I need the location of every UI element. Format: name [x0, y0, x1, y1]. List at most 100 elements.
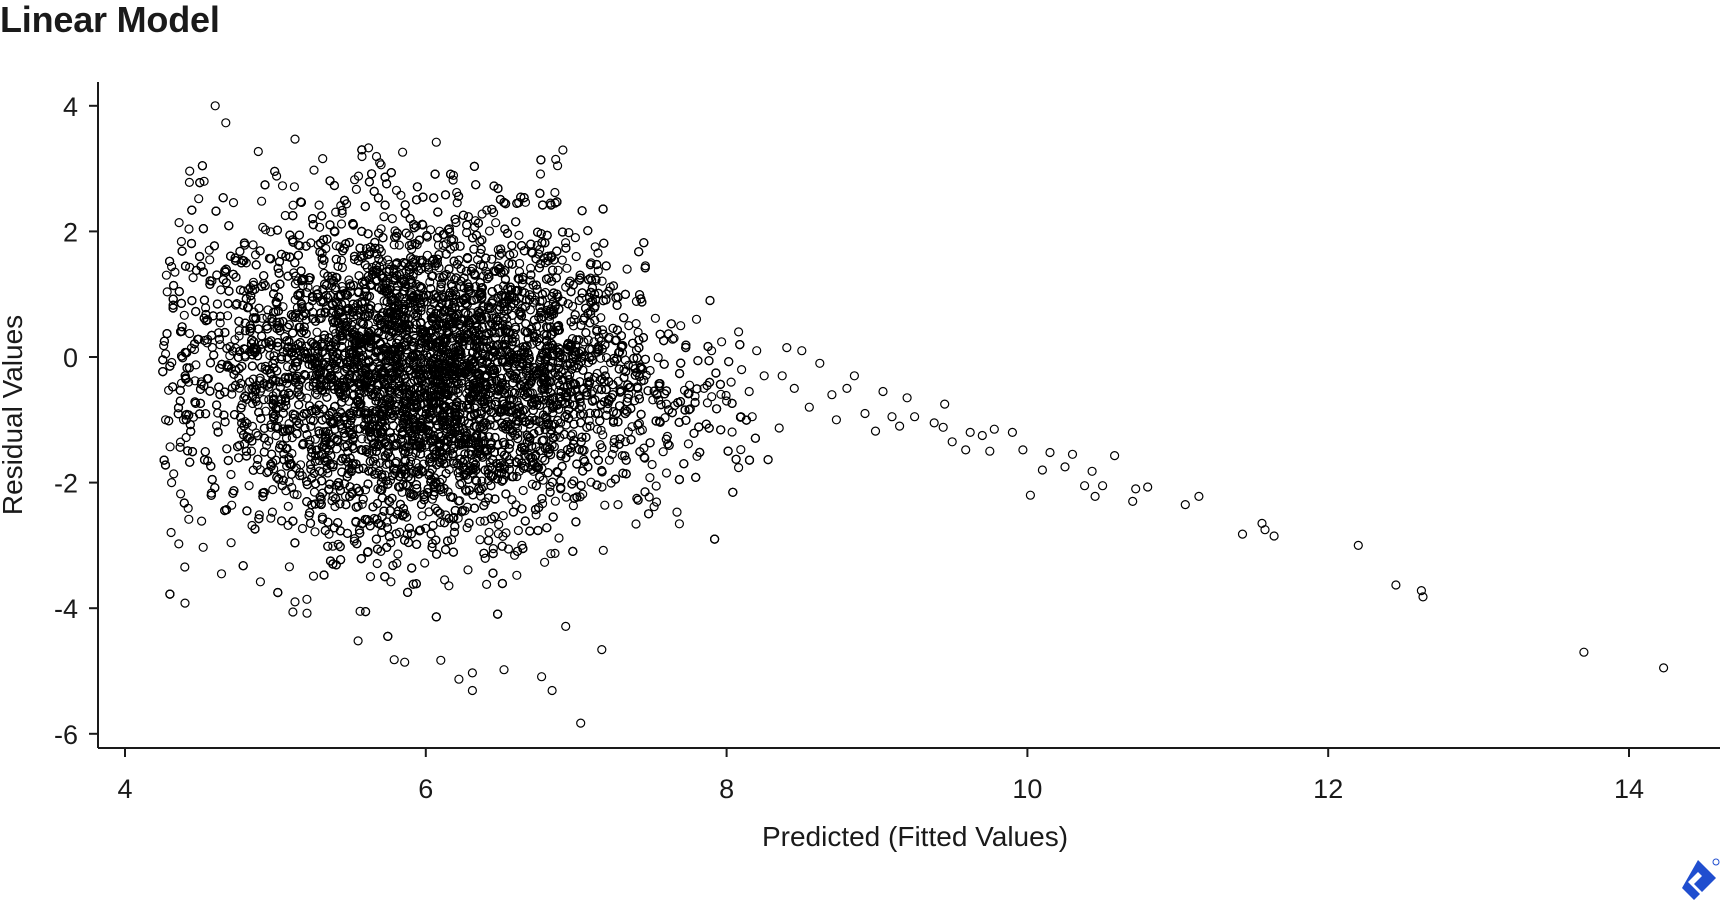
- data-point: [280, 389, 290, 399]
- data-point: [632, 493, 642, 503]
- data-point: [530, 295, 540, 305]
- data-point: [272, 171, 282, 181]
- data-point: [202, 338, 212, 348]
- data-point: [302, 594, 312, 604]
- data-point: [266, 422, 276, 432]
- data-point: [373, 303, 383, 313]
- data-point: [312, 390, 322, 400]
- data-point: [613, 500, 623, 510]
- data-point: [550, 187, 560, 198]
- data-point: [381, 459, 391, 469]
- data-point: [552, 161, 563, 171]
- data-point: [185, 328, 195, 339]
- data-point: [607, 449, 617, 459]
- data-point: [539, 557, 550, 567]
- data-point: [303, 282, 313, 292]
- data-point: [318, 260, 328, 270]
- data-point: [554, 533, 564, 543]
- data-point: [360, 485, 371, 495]
- data-point: [736, 445, 746, 455]
- data-point: [609, 434, 620, 445]
- data-point: [562, 263, 572, 273]
- data-point: [223, 311, 233, 321]
- data-point: [235, 440, 245, 450]
- data-point: [498, 531, 508, 542]
- data-point: [266, 227, 276, 237]
- data-point: [555, 418, 566, 428]
- data-point: [513, 525, 524, 536]
- data-point: [596, 425, 606, 435]
- data-point: [603, 404, 613, 414]
- data-point: [390, 226, 400, 236]
- data-point: [727, 427, 737, 437]
- data-point: [312, 327, 322, 337]
- data-point: [436, 282, 446, 292]
- data-point: [721, 390, 731, 401]
- data-point: [590, 242, 600, 252]
- data-point: [507, 495, 517, 505]
- data-point: [420, 523, 431, 534]
- data-point: [178, 415, 189, 425]
- data-point: [318, 154, 328, 164]
- data-point: [353, 305, 363, 315]
- data-point: [379, 330, 389, 340]
- data-point: [422, 250, 432, 260]
- data-point: [568, 501, 579, 511]
- data-point: [651, 481, 661, 491]
- data-point: [558, 145, 568, 155]
- data-point: [375, 458, 385, 468]
- data-point: [257, 313, 267, 323]
- data-point: [398, 147, 408, 157]
- data-point: [491, 218, 501, 228]
- data-point: [179, 310, 189, 320]
- data-point: [288, 607, 298, 617]
- data-point: [184, 514, 194, 524]
- data-point: [410, 305, 421, 315]
- data-point: [316, 308, 326, 318]
- data-point: [663, 439, 673, 449]
- data-point: [518, 485, 528, 496]
- data-point: [287, 482, 297, 493]
- data-point: [569, 315, 579, 325]
- data-point: [561, 492, 571, 502]
- data-point: [248, 240, 258, 250]
- data-point: [403, 384, 414, 394]
- data-point: [308, 571, 319, 581]
- data-point: [570, 233, 581, 243]
- data-point: [661, 468, 672, 478]
- data-point: [482, 205, 492, 215]
- data-point: [268, 485, 278, 495]
- data-point: [438, 240, 448, 250]
- data-point: [228, 198, 239, 208]
- data-point: [205, 255, 215, 265]
- data-point: [500, 275, 511, 285]
- data-point: [184, 224, 194, 234]
- data-point: [527, 479, 537, 489]
- data-point: [593, 266, 603, 276]
- data-point: [234, 325, 244, 336]
- data-point: [181, 432, 191, 443]
- data-point: [426, 225, 436, 235]
- data-point: [391, 185, 402, 195]
- data-point: [283, 501, 293, 511]
- data-point: [475, 516, 485, 526]
- data-point: [512, 471, 522, 482]
- data-point: [180, 410, 191, 420]
- data-point: [331, 207, 341, 217]
- data-point: [204, 245, 214, 255]
- data-point: [306, 238, 316, 248]
- data-point: [396, 190, 406, 200]
- data-point: [331, 241, 341, 251]
- data-point: [244, 481, 254, 491]
- data-point: [540, 258, 550, 268]
- data-point: [597, 325, 608, 335]
- data-point: [417, 511, 427, 521]
- data-point: [635, 426, 645, 436]
- data-point: [161, 270, 171, 280]
- data-point: [534, 426, 545, 436]
- data-point: [180, 598, 190, 608]
- data-point: [615, 386, 626, 396]
- data-point: [560, 238, 571, 248]
- data-point: [190, 376, 200, 386]
- data-point: [651, 497, 662, 507]
